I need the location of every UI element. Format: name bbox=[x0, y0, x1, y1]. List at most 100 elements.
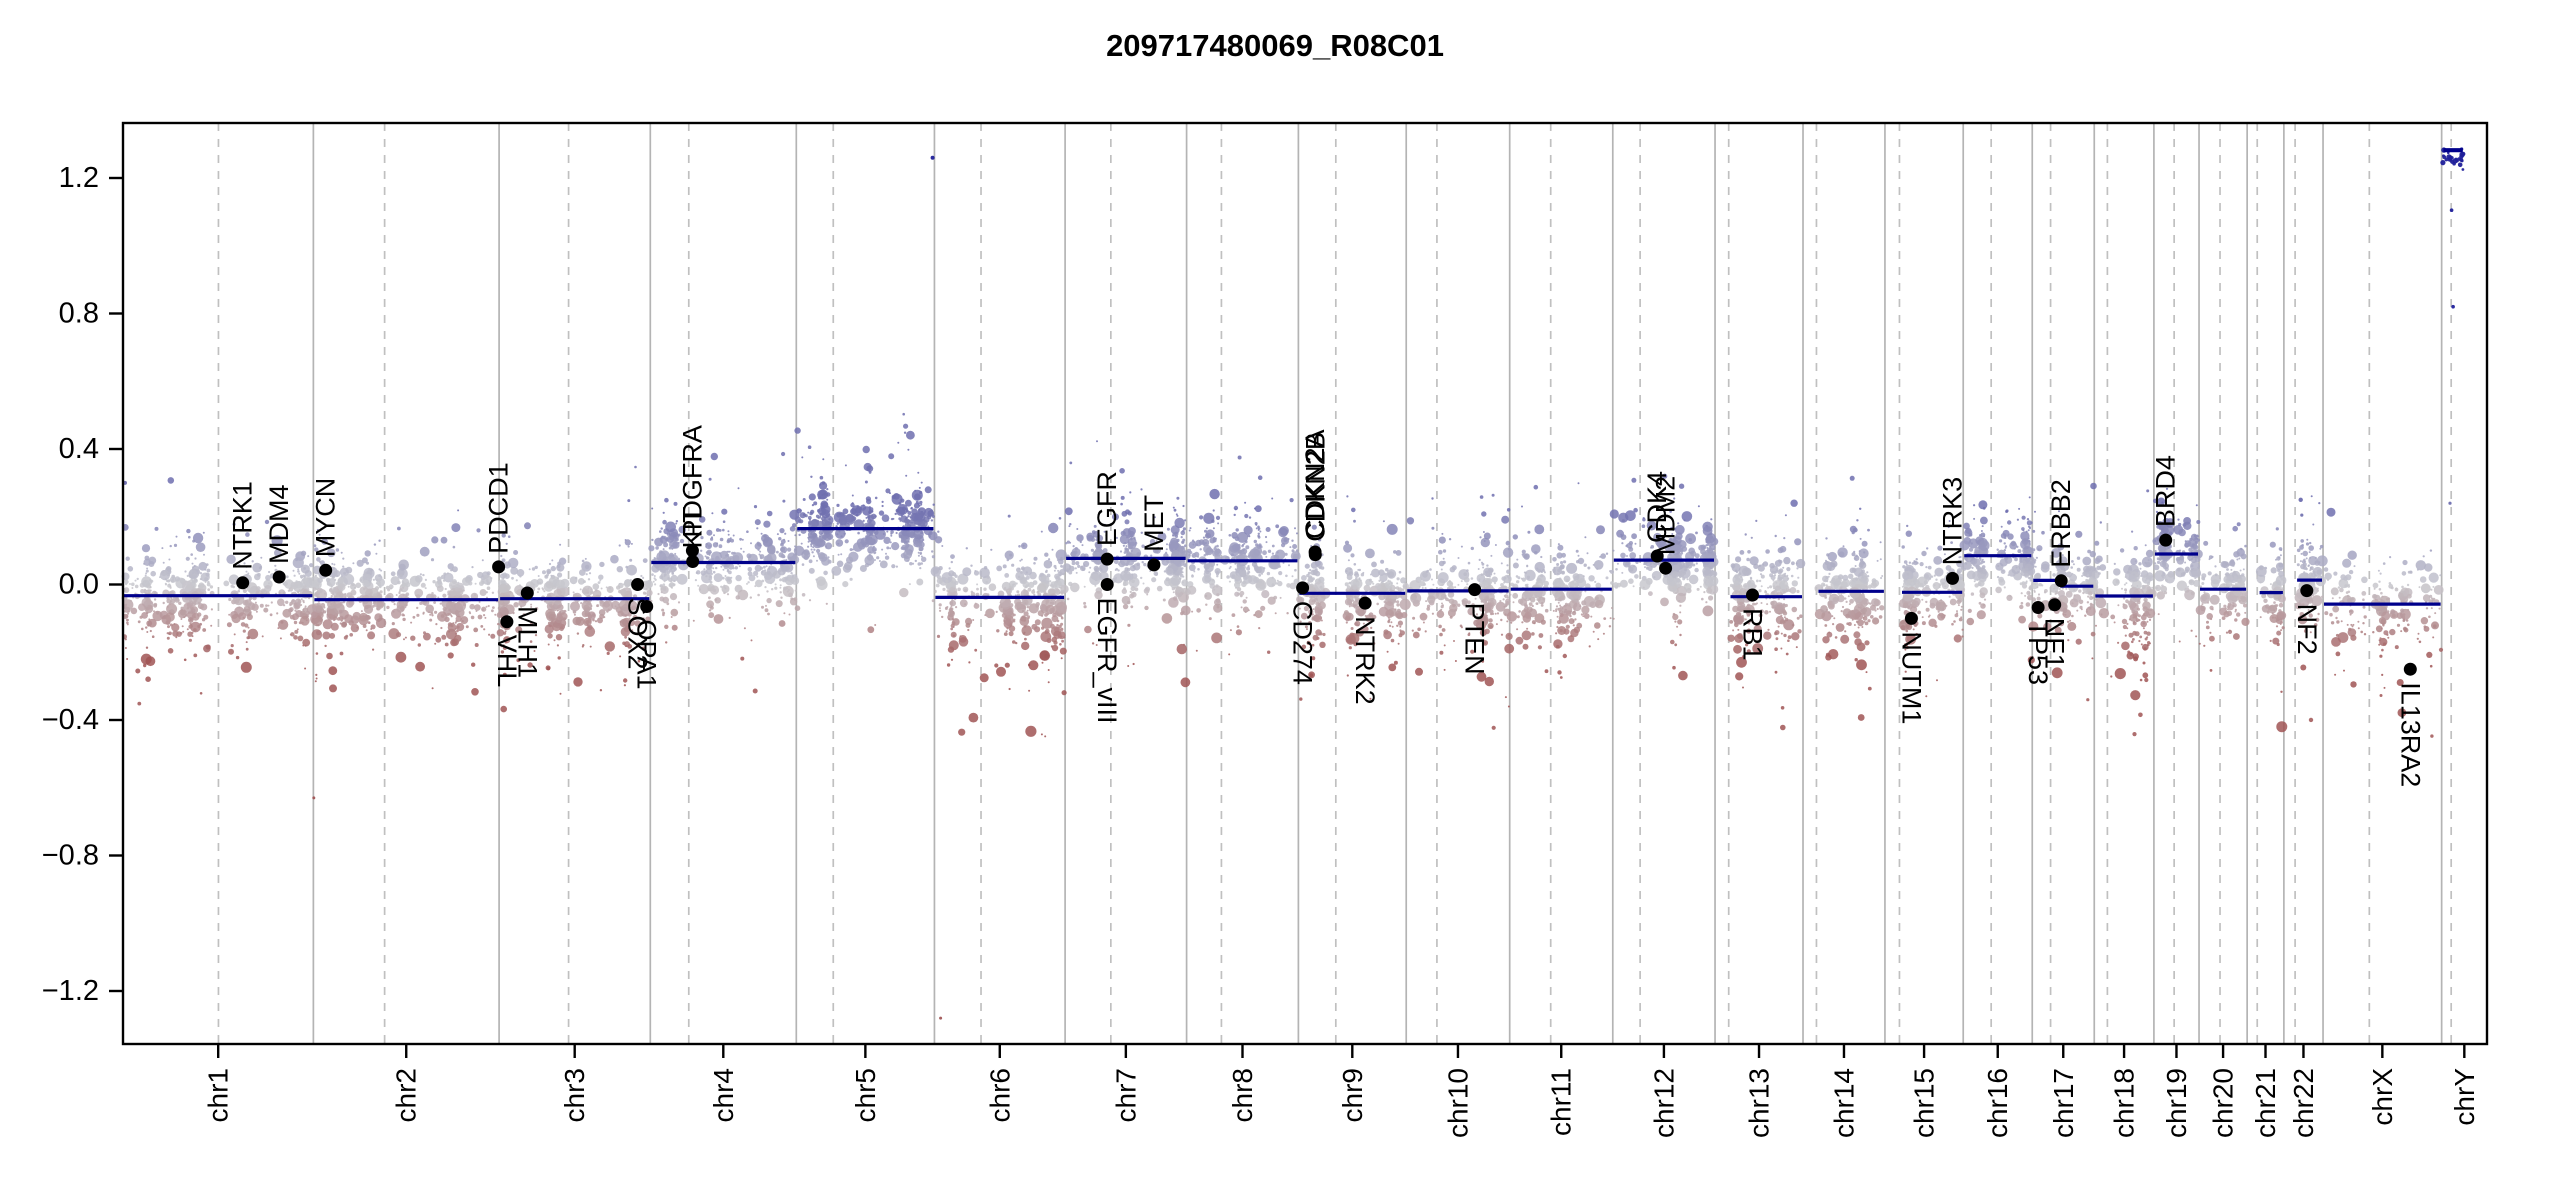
x-tick-label-chr19: chr19 bbox=[2161, 1068, 2192, 1138]
chry-gain-point bbox=[2450, 159, 2455, 164]
gene-label-BRD4: BRD4 bbox=[2151, 455, 2181, 527]
gene-dot-CDK4 bbox=[1650, 549, 1664, 563]
gene-dot-VHL bbox=[500, 615, 514, 629]
gene-dot-OPA1 bbox=[640, 600, 654, 613]
outlier-point bbox=[2300, 513, 2304, 517]
x-tick-label-chr14: chr14 bbox=[1829, 1068, 1860, 1138]
gene-dot-MLH1 bbox=[520, 586, 534, 600]
gene-dot-EGFR_vIII bbox=[1100, 578, 1114, 591]
gene-label-MET: MET bbox=[1139, 495, 1169, 552]
x-axis: chr1 chr2 chr3 chr4 chr5 chr6 chr7 chr8 chr9 chr1… bbox=[203, 1044, 2480, 1138]
gene-dot-PDGFRA bbox=[685, 544, 699, 558]
gene-dot-MYCN bbox=[319, 563, 333, 577]
gene-label-KIT: KIT bbox=[678, 506, 708, 548]
x-tick-label-chr5: chr5 bbox=[850, 1068, 881, 1122]
gene-label-NF2: NF2 bbox=[2292, 604, 2322, 655]
outlier-point bbox=[312, 796, 316, 800]
gene-dot-NTRK2 bbox=[1358, 596, 1372, 610]
gene-dot-NF1 bbox=[2048, 598, 2062, 612]
x-tick-label-chr10: chr10 bbox=[1443, 1068, 1474, 1138]
x-tick-label-chr6: chr6 bbox=[984, 1068, 1015, 1122]
gene-label-PDGFRA: PDGFRA bbox=[677, 425, 707, 538]
gene-dot-NF2 bbox=[2300, 584, 2314, 598]
segment-mean-lines bbox=[124, 148, 2463, 606]
x-tick-label-chr7: chr7 bbox=[1110, 1068, 1141, 1122]
gene-label-EGFR_vIII: EGFR_vIII bbox=[1092, 598, 1122, 724]
gene-label-MLH1: MLH1 bbox=[512, 606, 542, 678]
x-tick-label-chr13: chr13 bbox=[1744, 1068, 1775, 1138]
chry-gain-point bbox=[2457, 157, 2461, 161]
x-tick-label-chr20: chr20 bbox=[2208, 1068, 2239, 1138]
x-tick-label-chr3: chr3 bbox=[559, 1068, 590, 1122]
x-tick-label-chr8: chr8 bbox=[1227, 1068, 1258, 1122]
chry-gain-point bbox=[2460, 159, 2464, 163]
gene-label-NUTM1: NUTM1 bbox=[1896, 631, 1926, 724]
gene-label-CDK4: CDK4 bbox=[1642, 471, 1672, 543]
plot-title: 209717480069_R08C01 bbox=[1106, 28, 1444, 63]
chry-gain-point bbox=[2457, 162, 2463, 168]
gene-dot-MDM4 bbox=[272, 570, 286, 584]
x-tick-label-chr1: chr1 bbox=[203, 1068, 234, 1122]
gene-label-MYCN: MYCN bbox=[311, 478, 341, 558]
gene-label-CDKN2A: CDKN2A bbox=[1300, 429, 1330, 539]
gene-dot-MDM2 bbox=[1659, 561, 1673, 575]
gene-dot-PTEN bbox=[1468, 583, 1482, 597]
outlier-point bbox=[939, 1016, 943, 1020]
gene-label-IL13RA2: IL13RA2 bbox=[2395, 682, 2425, 787]
gene-label-CD274: CD274 bbox=[1288, 601, 1318, 685]
gene-label-MDM4: MDM4 bbox=[264, 485, 294, 565]
gene-dot-SOX2 bbox=[631, 578, 645, 591]
x-tick-label-chr17: chr17 bbox=[2048, 1068, 2079, 1138]
x-tick-label-chr15: chr15 bbox=[1909, 1068, 1940, 1138]
chry-gain-point bbox=[2461, 168, 2465, 171]
outlier-point bbox=[930, 155, 935, 160]
outlier-point bbox=[2451, 304, 2455, 309]
outlier-point bbox=[2448, 501, 2452, 505]
gene-label-RB1: RB1 bbox=[1738, 608, 1768, 661]
y-tick-label: 0.4 bbox=[59, 433, 99, 465]
outlier-point bbox=[2298, 497, 2303, 502]
gene-label-CDKN2B: CDKN2B bbox=[1300, 432, 1330, 542]
gene-dot-TP53 bbox=[2031, 601, 2045, 614]
gene-dot-NUTM1 bbox=[1904, 611, 1918, 625]
gene-label-NF1: NF1 bbox=[2040, 618, 2070, 669]
gene-dot-ERBB2 bbox=[2054, 574, 2068, 588]
y-tick-label: −1.2 bbox=[42, 975, 99, 1007]
chry-gain-point bbox=[2440, 160, 2446, 166]
cnv-scatter-points bbox=[121, 147, 2466, 1020]
gene-label-TP53: TP53 bbox=[2023, 621, 2053, 686]
gene-label-PDCD1: PDCD1 bbox=[484, 462, 514, 554]
x-tick-label-chrX: chrX bbox=[2367, 1068, 2398, 1126]
x-tick-label-chr12: chr12 bbox=[1648, 1068, 1679, 1138]
x-tick-label-chr9: chr9 bbox=[1337, 1068, 1368, 1122]
y-tick-label: 0.8 bbox=[59, 298, 99, 330]
chry-gain-point bbox=[2461, 151, 2466, 157]
gene-dot-NTRK1 bbox=[236, 576, 250, 590]
gene-label-EGFR: EGFR bbox=[1092, 471, 1122, 546]
gene-dot-PDCD1 bbox=[492, 560, 506, 574]
x-tick-label-chr18: chr18 bbox=[2109, 1068, 2140, 1138]
gene-dot-KIT bbox=[686, 555, 700, 568]
x-tick-label-chrY: chrY bbox=[2449, 1068, 2480, 1126]
gene-dot-IL13RA2 bbox=[2403, 662, 2417, 676]
gene-dot-CD274 bbox=[1296, 581, 1310, 595]
gene-dot-NTRK3 bbox=[1946, 571, 1959, 585]
gene-dot-RB1 bbox=[1746, 588, 1759, 602]
x-tick-label-chr16: chr16 bbox=[1982, 1068, 2013, 1138]
y-axis: 1.2 0.8 0.4 0.0 −0.4 −0.8 −1.2 bbox=[42, 162, 123, 1007]
y-tick-label: −0.4 bbox=[42, 704, 99, 736]
gene-dot-MET bbox=[1147, 558, 1161, 572]
gene-dot-BRD4 bbox=[2159, 533, 2173, 547]
gene-label-NTRK3: NTRK3 bbox=[1938, 477, 1968, 566]
y-tick-label: 0.0 bbox=[59, 569, 99, 601]
x-tick-label-chr21: chr21 bbox=[2250, 1068, 2281, 1138]
gene-label-OPA1: OPA1 bbox=[632, 620, 662, 690]
gene-label-PTEN: PTEN bbox=[1460, 603, 1490, 675]
outlier-point bbox=[2449, 208, 2454, 212]
gene-label-ERBB2: ERBB2 bbox=[2046, 479, 2076, 568]
gene-dot-EGFR bbox=[1100, 552, 1114, 566]
gene-dot-CDKN2B bbox=[1308, 548, 1322, 562]
